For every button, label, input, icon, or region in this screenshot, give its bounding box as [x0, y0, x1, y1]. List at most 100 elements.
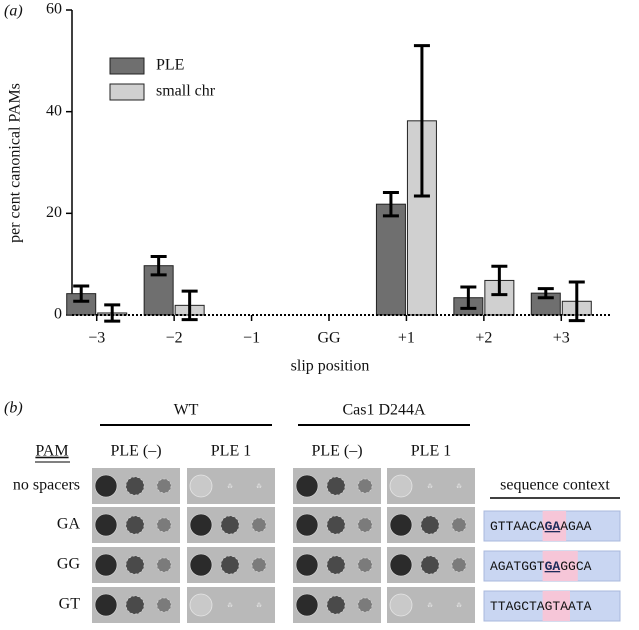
column-label: PLE 1 — [211, 443, 251, 460]
plate-image — [387, 587, 475, 623]
plaque-spot — [389, 593, 413, 617]
plaque-spot — [156, 557, 172, 573]
plaque-spot — [220, 515, 240, 535]
plate-image — [293, 468, 381, 504]
plate-image — [187, 547, 275, 583]
plaque-spot — [220, 555, 240, 575]
plaque-spot — [456, 602, 462, 608]
sequence-part: AGAA — [560, 519, 591, 534]
x-tick-label: +2 — [475, 330, 492, 347]
plate-image — [187, 507, 275, 543]
y-tick-label: 0 — [54, 306, 62, 323]
row-label: GA — [57, 516, 81, 533]
plate-image — [92, 587, 180, 623]
plaque-spot — [256, 602, 262, 608]
error-bar — [460, 285, 477, 310]
plaque-spot — [227, 483, 233, 489]
pam-highlight — [542, 511, 567, 541]
plate-image — [387, 547, 475, 583]
plaque-spot — [251, 517, 267, 533]
sequence: TTAGCTAGTAATA — [490, 599, 592, 614]
plaque-spot — [189, 553, 213, 577]
x-tick-label: −3 — [88, 330, 105, 347]
column-label: PLE (–) — [110, 443, 161, 460]
row-label: GG — [57, 556, 81, 573]
error-bar — [104, 303, 121, 323]
plaque-spot — [389, 474, 413, 498]
plaque-spot — [295, 474, 319, 498]
y-axis-label: per cent canonical PAMs — [7, 83, 24, 243]
plaque-spot — [125, 595, 145, 615]
context-header: sequence context — [500, 477, 610, 494]
x-tick-label: −1 — [243, 330, 260, 347]
plaque-spot — [389, 553, 413, 577]
column-label: PLE (–) — [311, 443, 362, 460]
error-bar — [413, 44, 430, 198]
plaque-spot — [295, 553, 319, 577]
bar — [375, 203, 406, 316]
plaque-spot — [156, 597, 172, 613]
plaque-spot — [94, 553, 118, 577]
plaque-spot — [189, 593, 213, 617]
plaque-spot — [94, 593, 118, 617]
plate-image — [293, 587, 381, 623]
sequence-part: GT — [545, 599, 561, 614]
plate-image — [387, 468, 475, 504]
plaque-spot — [125, 476, 145, 496]
error-bar — [537, 287, 554, 300]
plaque-spot — [357, 557, 373, 573]
panel-label: (b) — [4, 400, 23, 417]
plaque-spot — [256, 483, 262, 489]
plaque-spot — [189, 474, 213, 498]
legend-swatch — [109, 83, 145, 101]
group-label: WT — [174, 402, 199, 419]
sequence: AGATGGTGAGGCA — [490, 559, 592, 574]
legend-label: PLE — [156, 57, 184, 74]
error-bar — [73, 284, 90, 303]
x-tick-label: GG — [317, 330, 341, 347]
sequence: GTTAACAGAAGAA — [490, 519, 592, 534]
plaque-spot — [326, 515, 346, 535]
plate-image — [293, 547, 381, 583]
error-bar — [150, 255, 167, 277]
sequence-part: AGATGGT — [490, 559, 545, 574]
plaque-spot — [251, 557, 267, 573]
sequence-part: TTAGCTA — [490, 599, 545, 614]
plaque-spot — [427, 602, 433, 608]
sequence-part: GA — [545, 519, 561, 534]
plaque-spot — [326, 555, 346, 575]
plaque-spot — [94, 513, 118, 537]
error-bar — [382, 190, 399, 218]
legend-swatch — [109, 57, 145, 75]
plaque-spot — [125, 555, 145, 575]
plaque-spot — [456, 483, 462, 489]
x-tick-label: +3 — [553, 330, 570, 347]
plaque-spot — [156, 517, 172, 533]
plaque-spot — [295, 593, 319, 617]
y-tick-label: 60 — [46, 1, 62, 18]
plate-image — [92, 547, 180, 583]
plaque-spot — [326, 595, 346, 615]
panel-label: (a) — [4, 3, 23, 20]
plaque-spot — [427, 483, 433, 489]
plaque-spot — [189, 513, 213, 537]
plate-image — [187, 587, 275, 623]
plaque-spot — [156, 478, 172, 494]
y-tick-label: 20 — [46, 204, 62, 221]
plate-image — [187, 468, 275, 504]
plaque-spot — [451, 557, 467, 573]
x-tick-label: −2 — [166, 330, 183, 347]
row-label: GT — [59, 596, 81, 613]
plate-image — [92, 468, 180, 504]
error-bar — [491, 264, 508, 297]
sequence-part: AATA — [560, 599, 591, 614]
plaque-spot — [357, 597, 373, 613]
sequence-part: GTTAACA — [490, 519, 545, 534]
plaque-spot — [451, 517, 467, 533]
plaque-spot — [326, 476, 346, 496]
plaque-spot — [295, 513, 319, 537]
plaque-spot — [357, 517, 373, 533]
pam-highlight — [542, 551, 578, 581]
